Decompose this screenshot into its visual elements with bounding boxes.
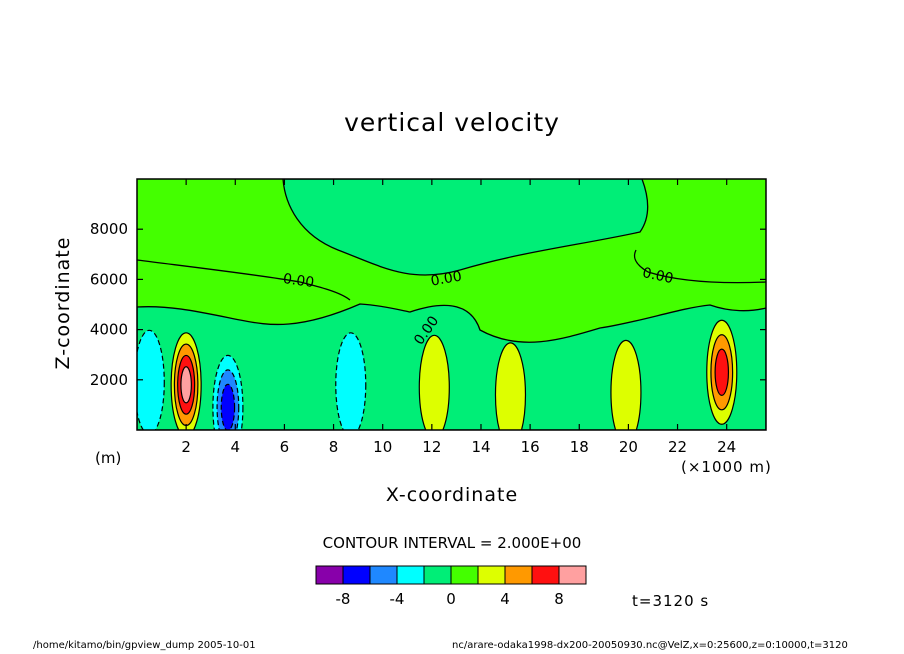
contour-level xyxy=(494,342,527,430)
y-tick-label: 4000 xyxy=(90,321,128,339)
feature-6 xyxy=(610,339,642,430)
colorbar-tick-label: 0 xyxy=(446,590,456,608)
colorbar-swatch xyxy=(396,565,425,585)
y-tick-label: 2000 xyxy=(90,371,128,389)
x-tick-label: 12 xyxy=(422,438,441,456)
colorbar-swatch xyxy=(315,565,344,585)
x-tick-label: 14 xyxy=(471,438,490,456)
colorbar-swatch xyxy=(477,565,506,585)
colorbar-swatch xyxy=(504,565,533,585)
x-tick-label: 4 xyxy=(231,438,241,456)
colorbar-swatch xyxy=(342,565,371,585)
contour-label: 0.00 xyxy=(641,265,675,287)
plot-frame xyxy=(136,178,767,431)
colorbar: -8 -4 0 4 8 xyxy=(315,565,587,608)
chart-title: vertical velocity xyxy=(344,108,560,137)
plot-area: 0.00 0.000.000.00 2 4 6 8 10 12 14 16 18 20 22 24200… xyxy=(90,178,767,456)
feature-1 xyxy=(706,319,738,425)
x-tick-label: 18 xyxy=(570,438,589,456)
contour-level xyxy=(180,366,192,404)
colorbar-tick-label: 8 xyxy=(554,590,564,608)
feature-4 xyxy=(137,329,165,430)
x-axis-label: X-coordinate xyxy=(385,484,519,506)
x-tick-label: 22 xyxy=(668,438,687,456)
contour-level xyxy=(335,332,367,430)
colorbar-swatch xyxy=(423,565,452,585)
contour-level xyxy=(610,339,642,430)
contour-level xyxy=(220,383,236,430)
colorbar-swatch xyxy=(531,565,560,585)
time-label: t=3120 s xyxy=(632,592,710,610)
contour-level xyxy=(418,334,450,430)
contour-features xyxy=(137,319,738,430)
contour-label: 0.00 xyxy=(282,271,315,291)
feature-7 xyxy=(494,342,527,430)
contour-interval-label: CONTOUR INTERVAL = 2.000E+00 xyxy=(322,534,582,552)
contour-fields xyxy=(137,179,766,430)
contour-level xyxy=(714,348,730,396)
colorbar-tick-label: -8 xyxy=(336,590,351,608)
y-tick-label: 6000 xyxy=(90,270,128,288)
colorbar-swatch xyxy=(450,565,479,585)
lower-zero-region xyxy=(137,303,766,430)
x-tick-label: 16 xyxy=(521,438,540,456)
x-tick-label: 20 xyxy=(619,438,638,456)
feature-5 xyxy=(418,334,450,430)
feature-0 xyxy=(170,332,202,430)
y-axis-unit: (m) xyxy=(95,449,122,467)
footer-right: nc/arare-odaka1998-dx200-20050930.nc@Vel… xyxy=(452,640,848,651)
upper-zero-region xyxy=(282,179,649,276)
colorbar-tick-label: 4 xyxy=(500,590,510,608)
right-contour-line xyxy=(633,249,766,284)
left-contour-line xyxy=(137,259,351,301)
x-tick-label: 8 xyxy=(329,438,339,456)
x-tick-label: 2 xyxy=(181,438,191,456)
colorbar-swatch xyxy=(369,565,398,585)
x-tick-label: 24 xyxy=(717,438,736,456)
x-tick-label: 10 xyxy=(373,438,392,456)
contour-level xyxy=(137,329,165,430)
x-axis-unit: (×1000 m) xyxy=(681,458,772,476)
colorbar-swatch xyxy=(558,565,587,585)
contour-label: 0.00 xyxy=(430,268,463,289)
feature-3 xyxy=(335,332,367,430)
footer-left: /home/kitamo/bin/gpview_dump 2005-10-01 xyxy=(33,640,256,651)
y-tick-label: 8000 xyxy=(90,220,128,238)
colorbar-tick-label: -4 xyxy=(390,590,405,608)
feature-2 xyxy=(212,354,244,430)
x-tick-label: 6 xyxy=(280,438,290,456)
